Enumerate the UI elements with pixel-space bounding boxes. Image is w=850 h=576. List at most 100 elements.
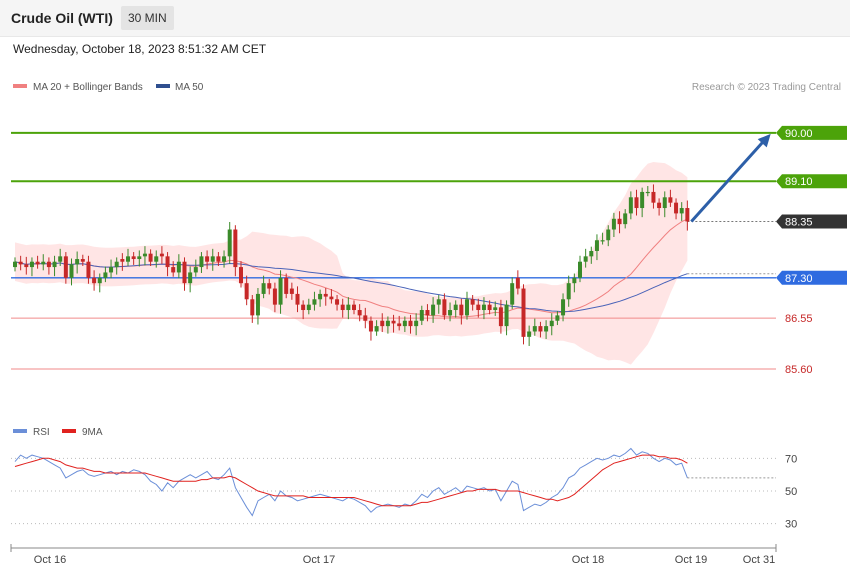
candle-body [380, 320, 385, 327]
candle-body [651, 191, 656, 203]
candle-body [46, 261, 51, 268]
candle-body [572, 277, 577, 284]
level-tag-87.30 [776, 270, 847, 285]
candle-body [532, 326, 537, 332]
candle-body [267, 283, 272, 289]
candle-body [109, 267, 114, 273]
candle-body [301, 304, 306, 311]
candle-body [35, 261, 40, 265]
level-label-88.35: 88.35 [785, 216, 813, 228]
candle-body [521, 288, 526, 337]
rsi-panel: 30 50 70 [11, 447, 797, 531]
candle-body [402, 320, 407, 327]
candle-body [493, 307, 498, 311]
candle-body [289, 288, 294, 294]
candle-body [549, 320, 554, 327]
interval-button[interactable]: 30 MIN [121, 6, 174, 30]
candle-body [126, 256, 130, 262]
projection-arrow-shaft [690, 140, 765, 223]
level-tag-89.10 [776, 174, 847, 189]
level-label-85.60: 85.60 [785, 364, 813, 376]
candle-body [97, 277, 102, 284]
candle-body [69, 264, 74, 278]
header-bar: Crude Oil (WTI) 30 MIN [0, 0, 850, 37]
candle-body [391, 320, 396, 324]
candle-body [205, 256, 210, 262]
candle-body [58, 256, 63, 262]
candle-body [323, 293, 328, 297]
candle-body [623, 213, 628, 225]
candle-body [346, 304, 351, 311]
candle-body [510, 283, 515, 305]
candle-body [685, 208, 690, 222]
x-tick-label: Oct 19 [675, 554, 707, 566]
level-labels: 90.00 89.10 88.35 87.30 86.55 85.60 [776, 125, 847, 376]
candle-body [515, 277, 520, 289]
legend-ma50: MA 50 [175, 82, 204, 93]
candle-body [142, 253, 147, 257]
candle-body [453, 304, 458, 311]
bollinger-band [15, 162, 688, 365]
candle-body [261, 283, 266, 294]
candle-body [284, 277, 289, 294]
candle-body [448, 310, 453, 316]
candle-body [41, 261, 46, 265]
candle-body [80, 259, 85, 262]
timestamp: Wednesday, October 18, 2023 8:51:32 AM C… [13, 42, 267, 56]
candle-body [357, 310, 362, 316]
x-tick-label: Oct 18 [572, 554, 604, 566]
copyright: Research © 2023 Trading Central [692, 82, 841, 93]
legend-ma20-bb: MA 20 + Bollinger Bands [33, 82, 143, 93]
candle-body [645, 191, 650, 194]
candle-body [481, 304, 486, 311]
candle-body [13, 261, 17, 268]
candle-body [222, 256, 227, 262]
candle-body [611, 218, 616, 230]
projection-arrow-head [757, 133, 771, 148]
candle-body [244, 283, 249, 300]
rsi-ma-line [14, 454, 688, 507]
candle-body [278, 277, 283, 305]
candle-body [566, 283, 571, 300]
candle-body [408, 320, 413, 327]
moving-averages [14, 218, 688, 318]
candle-body [272, 288, 277, 305]
candle-body [329, 296, 334, 300]
candle-body [662, 197, 667, 209]
candle-body [397, 323, 402, 327]
rsi-tick-70: 70 [785, 453, 797, 465]
candle-body [487, 304, 492, 311]
candle-body [600, 240, 605, 242]
candle-body [606, 229, 611, 241]
legend-swatch-ma20 [13, 84, 27, 88]
candle-body [368, 320, 373, 332]
level-tag-88.35 [776, 214, 847, 229]
candle-body [425, 310, 430, 316]
candle-body [352, 304, 356, 311]
candle-body [640, 191, 645, 209]
candle-body [216, 256, 221, 262]
ma50-line [14, 261, 688, 313]
x-tick-label: Oct 17 [303, 554, 335, 566]
candle-body [114, 261, 119, 268]
candle-body [318, 293, 323, 300]
candle-body [188, 272, 193, 284]
candle-body [154, 256, 159, 262]
candle-body [476, 304, 481, 311]
candle-body [171, 267, 176, 273]
rsi-tick-50: 50 [785, 486, 797, 498]
candle-body [312, 299, 317, 305]
candle-body [442, 299, 447, 316]
candle-body [250, 299, 255, 316]
candle-body [679, 208, 684, 214]
instrument-title: Crude Oil (WTI) [11, 10, 113, 26]
candle-body [148, 253, 153, 262]
candle-body [498, 307, 503, 327]
legend-swatch-ma50 [156, 84, 170, 88]
candle-body [75, 259, 80, 265]
legend-swatch-rsi-ma [62, 429, 76, 433]
candle-body [674, 202, 679, 214]
candle-body [538, 326, 543, 332]
